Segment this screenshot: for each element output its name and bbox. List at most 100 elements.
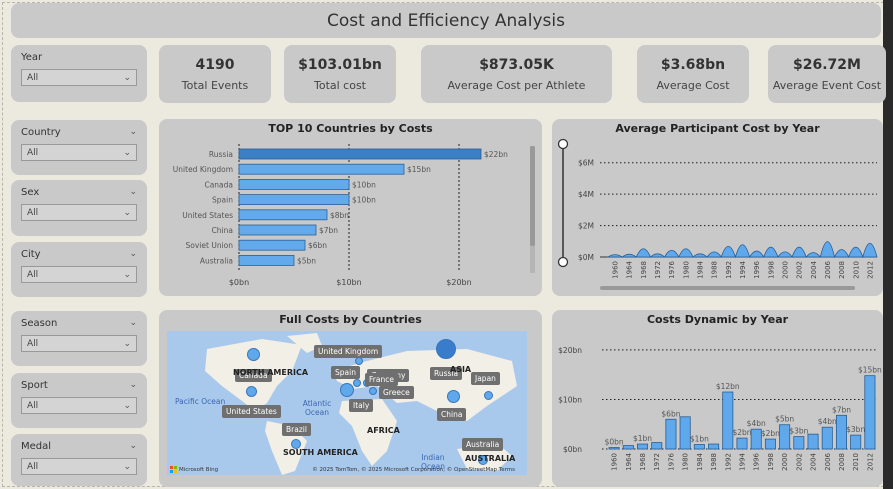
- data-label: $12bn: [716, 382, 740, 391]
- slicer-country[interactable]: Country ⌄ All ⌄: [11, 120, 147, 175]
- map-bubble[interactable]: [353, 379, 361, 387]
- year-bar: [807, 433, 819, 450]
- data-label: $0bn: [605, 438, 624, 447]
- slicer-dropdown[interactable]: All ⌄: [21, 204, 137, 221]
- x-tick-label: 2002: [795, 453, 803, 471]
- x-tick-label: 1972: [653, 453, 661, 471]
- slicer-label: Medal: [21, 441, 52, 452]
- year-bar: [651, 442, 663, 450]
- chevron-down-icon: ⌄: [123, 269, 131, 280]
- scrollbar-thumb: [530, 146, 535, 246]
- kpi-average-event-cost: $26.72M Average Event Cost: [768, 45, 886, 103]
- category-label: China: [212, 226, 233, 235]
- x-tick-label: 2002: [796, 261, 804, 279]
- slicer-sport[interactable]: Sport ⌄ All ⌄: [11, 373, 147, 428]
- x-tick-label: $0bn: [229, 278, 249, 287]
- chevron-down-icon[interactable]: ⌄: [129, 441, 137, 451]
- map-canvas[interactable]: Pacific Ocean Atlantic Ocean Indian Ocea…: [167, 331, 527, 475]
- x-tick-label: 1968: [639, 453, 647, 471]
- slicer-value: All: [27, 269, 39, 280]
- data-label: $7bn: [832, 405, 851, 414]
- kpi-total-events: 4190 Total Events: [159, 45, 271, 103]
- data-label: $15bn: [858, 366, 882, 375]
- year-bar: [736, 437, 748, 450]
- data-label: $6bn: [308, 241, 327, 250]
- country-bar: [238, 179, 350, 190]
- chevron-down-icon: ⌄: [123, 461, 131, 472]
- map-bubble[interactable]: [340, 383, 354, 397]
- chevron-down-icon[interactable]: ⌄: [129, 318, 137, 328]
- data-label: $2bn: [732, 428, 751, 437]
- map-bubble[interactable]: [246, 386, 257, 397]
- page-title: Cost and Efficiency Analysis: [11, 3, 881, 38]
- x-tick-label: 1994: [739, 452, 747, 470]
- top10-bars-svg: $0bn $10bn $20bn Russia $22bn United Kingdom $…: [173, 144, 535, 287]
- x-tick-label: 1988: [711, 261, 719, 279]
- category-label: Australia: [200, 256, 233, 265]
- slicer-value: All: [27, 400, 39, 411]
- slicer-label: Sex: [21, 187, 40, 198]
- slicer-dropdown[interactable]: All ⌄: [21, 266, 137, 283]
- y-tick-label: $0M: [578, 253, 594, 262]
- map-bubble[interactable]: [484, 391, 493, 400]
- x-tick-label: 1996: [753, 452, 761, 470]
- map-bubble[interactable]: [355, 357, 363, 365]
- slicer-city[interactable]: City ⌄ All ⌄: [11, 242, 147, 297]
- x-tick-label: 1968: [640, 261, 648, 279]
- slicer-dropdown[interactable]: All ⌄: [21, 144, 137, 161]
- map-bubble[interactable]: [447, 390, 460, 403]
- slicer-label: Sport: [21, 380, 48, 391]
- map-bubble[interactable]: [247, 348, 260, 361]
- map-label-japan: Japan: [471, 372, 500, 385]
- chevron-down-icon: ⌄: [123, 207, 131, 218]
- chevron-down-icon[interactable]: ⌄: [129, 187, 137, 197]
- data-label: $5bn: [297, 256, 316, 265]
- kpi-value: $103.01bn: [298, 56, 382, 73]
- chevron-down-icon[interactable]: ⌄: [129, 249, 137, 259]
- x-tick-label: 1984: [697, 260, 705, 278]
- x-tick-label: $20bn: [446, 278, 471, 287]
- kpi-average-cost: $3.68bn Average Cost: [637, 45, 749, 103]
- x-tick-label: 1960: [611, 453, 619, 471]
- ocean-label-pacific: Pacific Ocean: [175, 397, 226, 406]
- slicer-dropdown[interactable]: All ⌄: [21, 69, 137, 86]
- year-bar: [779, 424, 791, 450]
- horizontal-scrollbar: [600, 286, 855, 290]
- country-bar: [238, 148, 482, 160]
- map-label-spain: Spain: [331, 366, 360, 379]
- slicer-season[interactable]: Season ⌄ All ⌄: [11, 311, 147, 366]
- slicer-dropdown[interactable]: All ⌄: [21, 397, 137, 414]
- map-label-united-kingdom: United Kingdom: [314, 345, 383, 358]
- slicer-dropdown[interactable]: All ⌄: [21, 458, 137, 475]
- map-bubble[interactable]: [436, 339, 456, 359]
- chevron-down-icon[interactable]: ⌄: [129, 127, 137, 137]
- data-label: $3bn: [789, 427, 808, 436]
- top10-countries-chart[interactable]: TOP 10 Countries by Costs $0bn $10bn $20bn…: [159, 119, 542, 296]
- chevron-down-icon: ⌄: [123, 338, 131, 349]
- slicer-medal[interactable]: Medal ⌄ All ⌄: [11, 434, 147, 486]
- map-bubble[interactable]: [291, 439, 301, 449]
- map-attribution[interactable]: © 2025 TomTom, © 2025 Microsoft Corporat…: [312, 467, 515, 473]
- slicer-year[interactable]: Year All ⌄: [11, 45, 147, 102]
- avg-cost-area-svg: $6M $4M $2M $0M 1960 1964 1968 1972 1976 1980 1984…: [557, 138, 878, 290]
- costs-dynamic-chart[interactable]: Costs Dynamic by Year $20bn $10bn $0bn $0bn…: [552, 310, 883, 487]
- window-edge: [883, 0, 893, 489]
- category-label: Russia: [209, 150, 233, 159]
- x-tick-label: 2000: [781, 453, 789, 471]
- country-bar: [238, 163, 405, 175]
- kpi-label: Average Cost: [656, 78, 730, 92]
- map-bubble[interactable]: [369, 387, 377, 395]
- full-costs-map[interactable]: Full Costs by Countries Pacific Ocean At…: [159, 310, 542, 487]
- chevron-down-icon[interactable]: ⌄: [129, 380, 137, 390]
- continent-label-asia: ASIA: [450, 365, 472, 374]
- area-series: [606, 241, 878, 259]
- country-bar: [238, 209, 328, 221]
- map-label-canada: Canada: [235, 369, 272, 382]
- avg-participant-cost-chart[interactable]: Average Participant Cost by Year $6M $4M $…: [552, 119, 883, 296]
- slicer-sex[interactable]: Sex ⌄ All ⌄: [11, 180, 147, 236]
- map-bubble[interactable]: [478, 455, 488, 465]
- year-bar: [637, 443, 649, 450]
- year-bar: [864, 375, 876, 450]
- slicer-dropdown[interactable]: All ⌄: [21, 335, 137, 352]
- chart-title: Average Participant Cost by Year: [615, 122, 820, 135]
